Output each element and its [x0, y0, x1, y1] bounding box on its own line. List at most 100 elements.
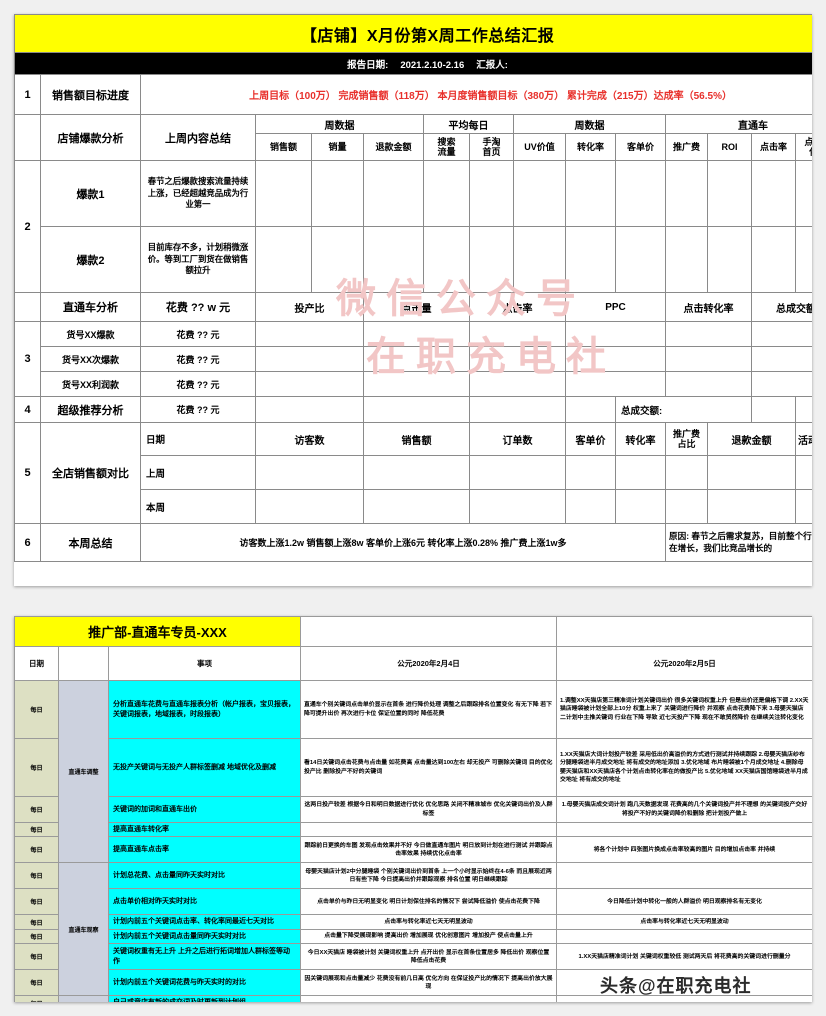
plan-row-day1: 今日XX天猫店 睡袋被计划 关键词权重上升 点开出价 显示在首条位置居多 降低出…: [300, 943, 557, 971]
plan-row-day2: 1.XX天猫店大词计划投产较差 采用低出价高溢价的方式进行测试并持续跟踪 2.母…: [556, 738, 812, 797]
section-5-col-8: 活动金额: [794, 422, 812, 456]
plan-row-item: 计划内前五个关键词点击量同昨天实时对比: [108, 928, 301, 945]
report-meta-bar: 报告日期: 2021.2.10-2.16 汇报人:: [14, 52, 812, 75]
section-3-header-3: 点击量: [363, 292, 470, 322]
header-group-3: 直通车: [664, 114, 812, 134]
report-date-label: 报告日期:: [347, 59, 389, 71]
plan-title: 推广部-直通车专员-XXX: [14, 616, 301, 647]
plan-row: 每日 点击单价相对昨天实时对比 点击单价与昨日无明显变化 明日计划保住排名的情况下 …: [14, 888, 812, 916]
plan-category-cell: 直通车优化: [58, 995, 109, 1002]
plan-row-item: 提高直通车点击率: [108, 836, 301, 864]
plan-row-day2: 点击率与转化率近七天无明显波动: [556, 914, 812, 930]
plan-row-item: 计划内前五个关键词点击率、转化率同最近七天对比: [108, 914, 301, 930]
plan-row-item: 关键词权重有无上升 上升之后进行拓词增加人群标签等动作: [108, 943, 301, 971]
header-col-9: ROI: [707, 133, 752, 161]
plan-row: 每日 关键词的加词和直通车出价 这两日投产较差 根据今日和明日数据进行优化 优化思路…: [14, 796, 812, 823]
plan-row-date: 每日: [14, 914, 59, 930]
section-5-index: 5: [14, 422, 41, 524]
section-3-row-0-label: 货号XX爆款: [40, 321, 141, 347]
section-3-header-0: 直通车分析: [40, 292, 141, 322]
section-2-index: 2: [14, 160, 41, 293]
plan-row: 每日 无投产关键词与无投产人群标签删减 地域优化及删减 看14日关键词点击花费与点击…: [14, 738, 812, 797]
section-3-header-5: PPC: [565, 292, 666, 322]
header-col-1: 销量: [311, 133, 364, 161]
section-3-row-1-cost: 花费 ?? 元: [140, 346, 256, 372]
plan-row-day1: 直通车个别关键词点击单价显示在首条 进行降价处理 调整之后跟踪排名位置变化 有无…: [300, 680, 557, 739]
section-5-col-3: 订单数: [469, 422, 566, 456]
plan-row-day2: 1.调整XX天猫店第三精准词计划关键词出价 很多关键词权重上升 但是出价还是偏格…: [556, 680, 812, 739]
plan-row-day2: [556, 995, 812, 1002]
plan-row-date: 每日: [14, 796, 59, 823]
plan-rows-body: 每日 直通车调整 分析直通车花费与直通车报表分析（帐户报表，宝贝报表，关键词报表，地…: [14, 679, 812, 1002]
plan-row: 每日 提高直通车转化率: [14, 821, 812, 838]
plan-row-day2: 1.母婴天猫店成交词计划 跑几天数据发现 花费高的几个关键词投产并不理想 的关键…: [556, 796, 812, 823]
plan-row-day1: 看14日关键词点击花费与点击量 如花费高 点击量达到100左右 却无投产 可删除…: [300, 738, 557, 797]
reporter-label: 汇报人:: [476, 59, 508, 71]
plan-row-date: 每日: [14, 680, 59, 739]
section-5-label: 全店销售额对比: [40, 422, 141, 524]
plan-row-item: 提高直通车转化率: [108, 821, 301, 838]
plan-row-day1: 点击单价与昨日无明显变化 明日计划保住排名的情况下 尝试降低溢价 使点击花费下降: [300, 888, 557, 916]
plan-row-date: 每日: [14, 738, 59, 797]
section-4-cost: 花费 ?? 元: [140, 396, 256, 423]
header-col-3: 搜索 流量: [423, 133, 470, 161]
plan-row-day2: 1.XX天猫店精准词计划 关键词权重较低 测试两天后 将花费高的关键词进行删量分: [556, 943, 812, 971]
section-6-summary: 访客数上涨1.2w 销售额上涨8w 客单价上涨6元 转化率上涨0.28% 推广费…: [140, 523, 666, 562]
section-2-row-1-memo: 目前库存不多，计划稍微涨价。等到工厂到货在做销售额拉升: [140, 226, 256, 293]
header-col-4: 手淘 首页: [469, 133, 514, 161]
header-col-7: 客单价: [615, 133, 666, 161]
plan-row-date: 每日: [14, 995, 59, 1002]
section-3-row-2-label: 货号XX利润款: [40, 371, 141, 397]
plan-header-day1: 公元2020年2月4日: [300, 646, 557, 681]
page-title: 【店铺】X月份第X周工作总结汇报: [14, 14, 812, 53]
section-5-col-6: 推广费 占比: [665, 422, 708, 456]
weekly-report-sheet: 【店铺】X月份第X周工作总结汇报 报告日期: 2021.2.10-2.16 汇报人:…: [14, 14, 812, 586]
plan-row-date: 每日: [14, 821, 59, 838]
plan-row-item: 计划内前五个关键词花费与昨天实时的对比: [108, 969, 301, 997]
plan-row: 每日 直通车调整 分析直通车花费与直通车报表分析（帐户报表，宝贝报表，关键词报表，地…: [14, 679, 812, 864]
section-5-row-1: 本周: [140, 489, 256, 524]
section-5-col-4: 客单价: [565, 422, 616, 456]
plan-row-day1: 这两日投产较差 根据今日和明日数据进行优化 优化思路 关闭不精准城市 优化关键词…: [300, 796, 557, 823]
section-5-col-7: 退款金额: [707, 422, 796, 456]
plan-row-day2: [556, 928, 812, 945]
promotion-plan-sheet: 推广部-直通车专员-XXX 日期 事项 公元2020年2月4日 公元2020年2…: [14, 616, 812, 1002]
section-6-index: 6: [14, 523, 41, 562]
plan-row-day2: [556, 862, 812, 890]
plan-row: 每日 计划内前五个关键词点击量同昨天实时对比 点击量下降受展现影响 提高出价 增加展…: [14, 928, 812, 945]
plan-row-day2: 今日降低计划中转化一般的人群溢价 明日观察排名有无变化: [556, 888, 812, 916]
plan-row: 每日 提高直通车点击率 跟踪前日更换的车图 发现点击效果并不好 今日做直通车图片 明…: [14, 836, 812, 864]
section-3-header-1: 花费 ?? w 元: [140, 292, 256, 322]
section-3-header-4: 点击率: [469, 292, 566, 322]
plan-row-date: 每日: [14, 836, 59, 864]
section-3-row-2-cost: 花费 ?? 元: [140, 371, 256, 397]
plan-row-day1: 因关键词展现和点击量减少 花费没有前几日高 优化方向 在保证投产比的情况下 提高…: [300, 969, 557, 997]
section-1-summary: 上周目标（100万） 完成销售额（118万） 本月度销售额目标（380万） 累计…: [139, 74, 812, 115]
plan-title-blank-2: [556, 616, 812, 647]
plan-row-date: 每日: [14, 888, 59, 916]
section-3-header-6: 点击转化率: [665, 292, 752, 322]
plan-row-day1: 点击率与转化率近七天无明显波动: [300, 914, 557, 930]
header-col-11: 点击转 化率: [794, 133, 812, 161]
plan-row-date: 每日: [14, 862, 59, 890]
section-4-index: 4: [14, 396, 41, 423]
plan-row-day1: 点击量下降受展现影响 提高出价 增加展现 优化创意图片 增加投产 使点击量上升: [300, 928, 557, 945]
header-group-1: 平均每日: [423, 114, 514, 134]
section-2-row-0-memo: 春节之后爆款搜索流量持续上涨，已经超越竞品成为行业第一: [140, 160, 256, 227]
plan-row-day2: 将各个计划中 四张图片换成点击率较高的图片 目的增加点击率 并持续: [556, 836, 812, 864]
section-5-col-5: 转化率: [615, 422, 666, 456]
section-3-index: 3: [14, 321, 41, 397]
section-6-label: 本周总结: [40, 523, 141, 562]
plan-row-day2: [556, 821, 812, 838]
plan-header-date: 日期: [14, 646, 59, 681]
plan-row-date: 每日: [14, 943, 59, 971]
section-1-label: 销售额目标进度: [40, 74, 141, 115]
plan-row-date: 每日: [14, 928, 59, 945]
section-5-col-0: 日期: [140, 422, 256, 456]
section-3-header-2: 投产比: [255, 292, 364, 322]
report-date-value: 2021.2.10-2.16: [400, 59, 465, 71]
plan-row-item: 无投产关键词与无投产人群标签删减 地域优化及删减: [108, 738, 301, 797]
section-2-row-0-label: 爆款1: [40, 160, 141, 227]
weekly-report-table: 【店铺】X月份第X周工作总结汇报 报告日期: 2021.2.10-2.16 汇报人:…: [14, 14, 812, 562]
header-col-10: 点击率: [751, 133, 796, 161]
